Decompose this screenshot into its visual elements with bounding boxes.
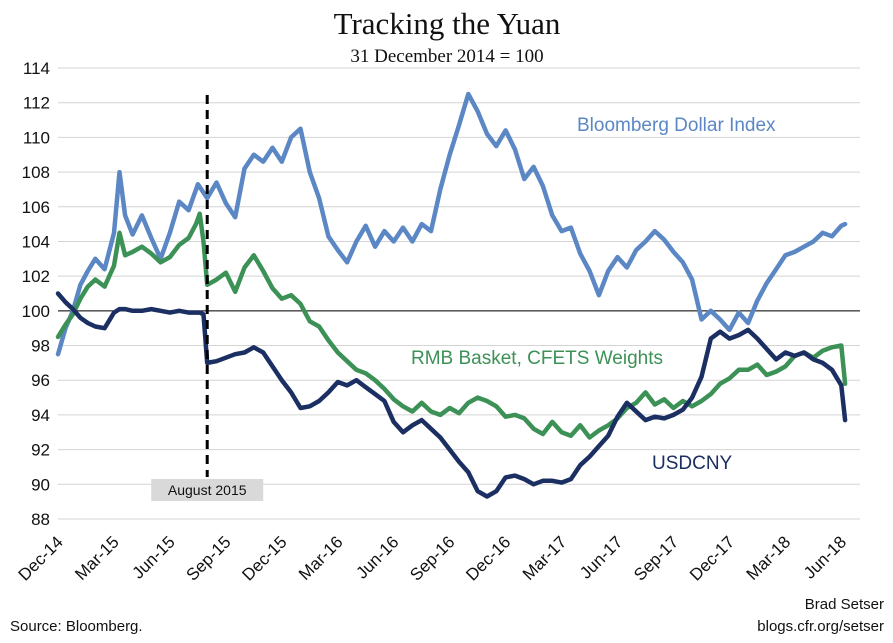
- x-tick-label: Jun-17: [576, 532, 626, 582]
- x-tick-label: Dec-16: [462, 532, 514, 584]
- y-tick-label: 96: [31, 371, 50, 390]
- x-tick-label: Mar-16: [295, 532, 347, 584]
- y-tick-label: 110: [23, 128, 50, 147]
- rmb-basket-label: RMB Basket, CFETS Weights: [411, 348, 663, 369]
- source-note: Source: Bloomberg.: [10, 618, 143, 635]
- dollar-index-label: Bloomberg Dollar Index: [577, 115, 776, 136]
- x-tick-label: Dec-14: [15, 532, 67, 584]
- y-tick-label: 92: [31, 441, 50, 460]
- event-label-box: [151, 479, 264, 501]
- y-tick-label: 112: [23, 94, 50, 113]
- series-line-2: [55, 211, 848, 440]
- x-axis: Dec-14 Mar-15 Jun-15 Sep-15 Dec-15 Mar-16 Jun-…: [15, 532, 851, 584]
- chart-subtitle: 31 December 2014 = 100: [350, 46, 543, 67]
- y-tick-label: 94: [31, 406, 50, 425]
- x-tick-label: Jun-15: [129, 532, 179, 582]
- y-tick-label: 108: [22, 163, 50, 182]
- x-tick-label: Sep-16: [406, 532, 458, 584]
- y-tick-label: 102: [22, 267, 50, 286]
- x-tick-label: Jun-18: [800, 532, 850, 582]
- chart-title: Tracking the Yuan: [334, 6, 561, 41]
- x-tick-label: Dec-17: [686, 532, 738, 584]
- x-tick-label: Sep-17: [630, 532, 682, 584]
- x-tick-label: Dec-15: [238, 532, 290, 584]
- usdcny-label: USDCNY: [652, 453, 733, 474]
- author-name: Brad Setser: [805, 596, 884, 613]
- y-tick-label: 100: [22, 302, 50, 321]
- x-tick-label: Mar-18: [743, 532, 795, 584]
- y-tick-label: 104: [22, 232, 50, 251]
- x-tick-label: Mar-17: [519, 532, 571, 584]
- y-tick-label: 88: [31, 510, 50, 529]
- author-url: blogs.cfr.org/setser: [757, 618, 884, 635]
- y-tick-label: 98: [31, 337, 50, 356]
- y-tick-label: 106: [22, 198, 50, 217]
- x-tick-label: Jun-16: [352, 532, 402, 582]
- y-tick-label: 114: [23, 59, 50, 78]
- event-label: August 2015: [168, 482, 247, 498]
- series-line-1: [55, 91, 848, 357]
- y-axis: 88 90 92 94 96 98 100 102 104 106 108 110 112 114: [22, 59, 860, 529]
- x-tick-label: Mar-15: [71, 532, 123, 584]
- y-tick-label: 90: [31, 475, 50, 494]
- x-tick-label: Sep-15: [182, 532, 234, 584]
- series-line-3: [55, 291, 848, 499]
- series-layer: [55, 91, 848, 499]
